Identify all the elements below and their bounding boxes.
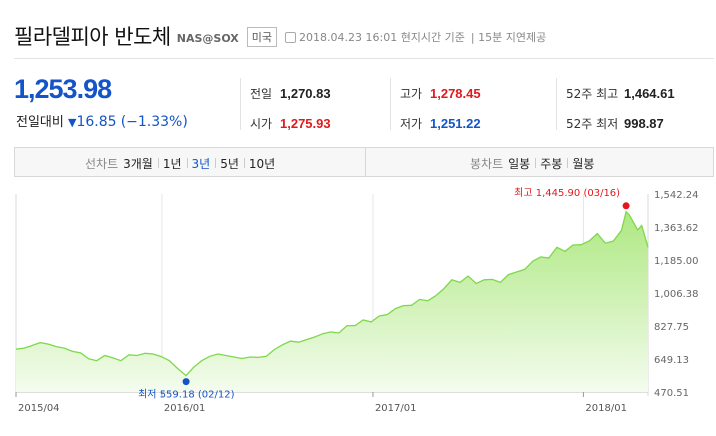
series-area	[16, 211, 648, 392]
stats-col-2: 고가 1,278.45 저가 1,251.22	[400, 78, 481, 138]
current-price: 1,253.98	[14, 74, 112, 104]
y-tick-label: 827.75	[654, 322, 689, 333]
candle-chart-label: 봉차트	[470, 157, 504, 171]
page-title: 필라델피아 반도체	[14, 25, 171, 49]
header-divider	[14, 58, 714, 59]
open-label: 시가	[250, 116, 273, 131]
period-1y-button[interactable]: 1년	[157, 155, 187, 172]
wk52-low-label: 52주 최저	[566, 116, 619, 131]
down-arrow-icon: ▼	[67, 116, 77, 129]
change-value: 16.85	[76, 114, 117, 130]
wk52-high-label: 52주 최고	[566, 86, 619, 101]
y-tick-label: 1,542.24	[654, 190, 699, 201]
line-chart-label: 선차트	[85, 157, 119, 171]
stats-divider	[240, 78, 241, 130]
high-value: 1,278.45	[430, 85, 481, 101]
wk52-low-value: 998.87	[624, 115, 664, 131]
change-label: 전일대비	[16, 115, 64, 130]
toolbar-divider	[365, 148, 366, 176]
y-tick-label: 1,006.38	[654, 289, 699, 300]
min-annotation: 최저 559.18 (02/12)	[138, 389, 234, 401]
as-of-time: 2018.04.23 16:01 현지시간 기준	[299, 31, 465, 44]
max-annotation: 최고 1,445.90 (03/16)	[514, 187, 620, 199]
period-3y-button[interactable]: 3년	[186, 155, 216, 172]
y-tick-label: 1,363.62	[654, 223, 699, 234]
prev-close-value: 1,270.83	[280, 85, 331, 101]
stats-divider	[390, 78, 391, 130]
stats-col-1: 전일 1,270.83 시가 1,275.93	[250, 78, 331, 138]
x-tick-label: 2017/01	[375, 403, 417, 414]
series-line	[15, 210, 649, 377]
x-tick-label: 2016/01	[164, 403, 206, 414]
line-chart-group: 선차트 3개월 1년 3년 5년 10년	[85, 155, 280, 172]
page-header: 필라델피아 반도체 NAS@SOX 미국 2018.04.23 16:01 현지…	[14, 18, 714, 54]
chart-toolbar: 선차트 3개월 1년 3년 5년 10년 봉차트 일봉 주봉 월봉	[14, 147, 714, 177]
price-chart: 2015/04 2016/01 2017/01 2018/01 1,542.24 1,36…	[15, 187, 699, 414]
daily-candle-button[interactable]: 일봉	[508, 157, 531, 171]
change-percent: (−1.33%)	[120, 114, 188, 130]
change-summary: 전일대비 ▼16.85 (−1.33%)	[16, 111, 188, 130]
y-tick-label: 1,185.00	[654, 256, 699, 267]
open-value: 1,275.93	[280, 115, 331, 131]
low-value: 1,251.22	[430, 115, 481, 131]
delay-notice: | 15분 지연제공	[470, 31, 547, 44]
period-5y-button[interactable]: 5년	[215, 155, 244, 172]
period-10y-button[interactable]: 10년	[243, 155, 280, 172]
prev-close-label: 전일	[250, 86, 273, 101]
stats-col-3: 52주 최고 1,464.61 52주 최저 998.87	[566, 78, 675, 138]
x-tick-label: 2015/04	[18, 403, 60, 414]
wk52-high-value: 1,464.61	[624, 85, 675, 101]
market-badge: 미국	[246, 27, 278, 47]
stats-divider	[556, 78, 557, 130]
monthly-candle-button[interactable]: 월봉	[567, 155, 599, 172]
y-tick-label: 649.13	[654, 355, 689, 366]
ticker-code: NAS@SOX	[176, 31, 239, 45]
high-label: 고가	[400, 86, 423, 101]
low-label: 저가	[400, 116, 423, 131]
max-point-marker	[622, 202, 630, 210]
y-tick-label: 470.51	[654, 388, 689, 399]
x-tick-label: 2018/01	[585, 403, 627, 414]
candle-chart-group: 봉차트 일봉 주봉 월봉	[470, 155, 599, 172]
weekly-candle-button[interactable]: 주봉	[535, 155, 567, 172]
min-point-marker	[182, 378, 190, 386]
clock-icon	[285, 31, 297, 43]
period-3m-button[interactable]: 3개월	[123, 157, 153, 171]
